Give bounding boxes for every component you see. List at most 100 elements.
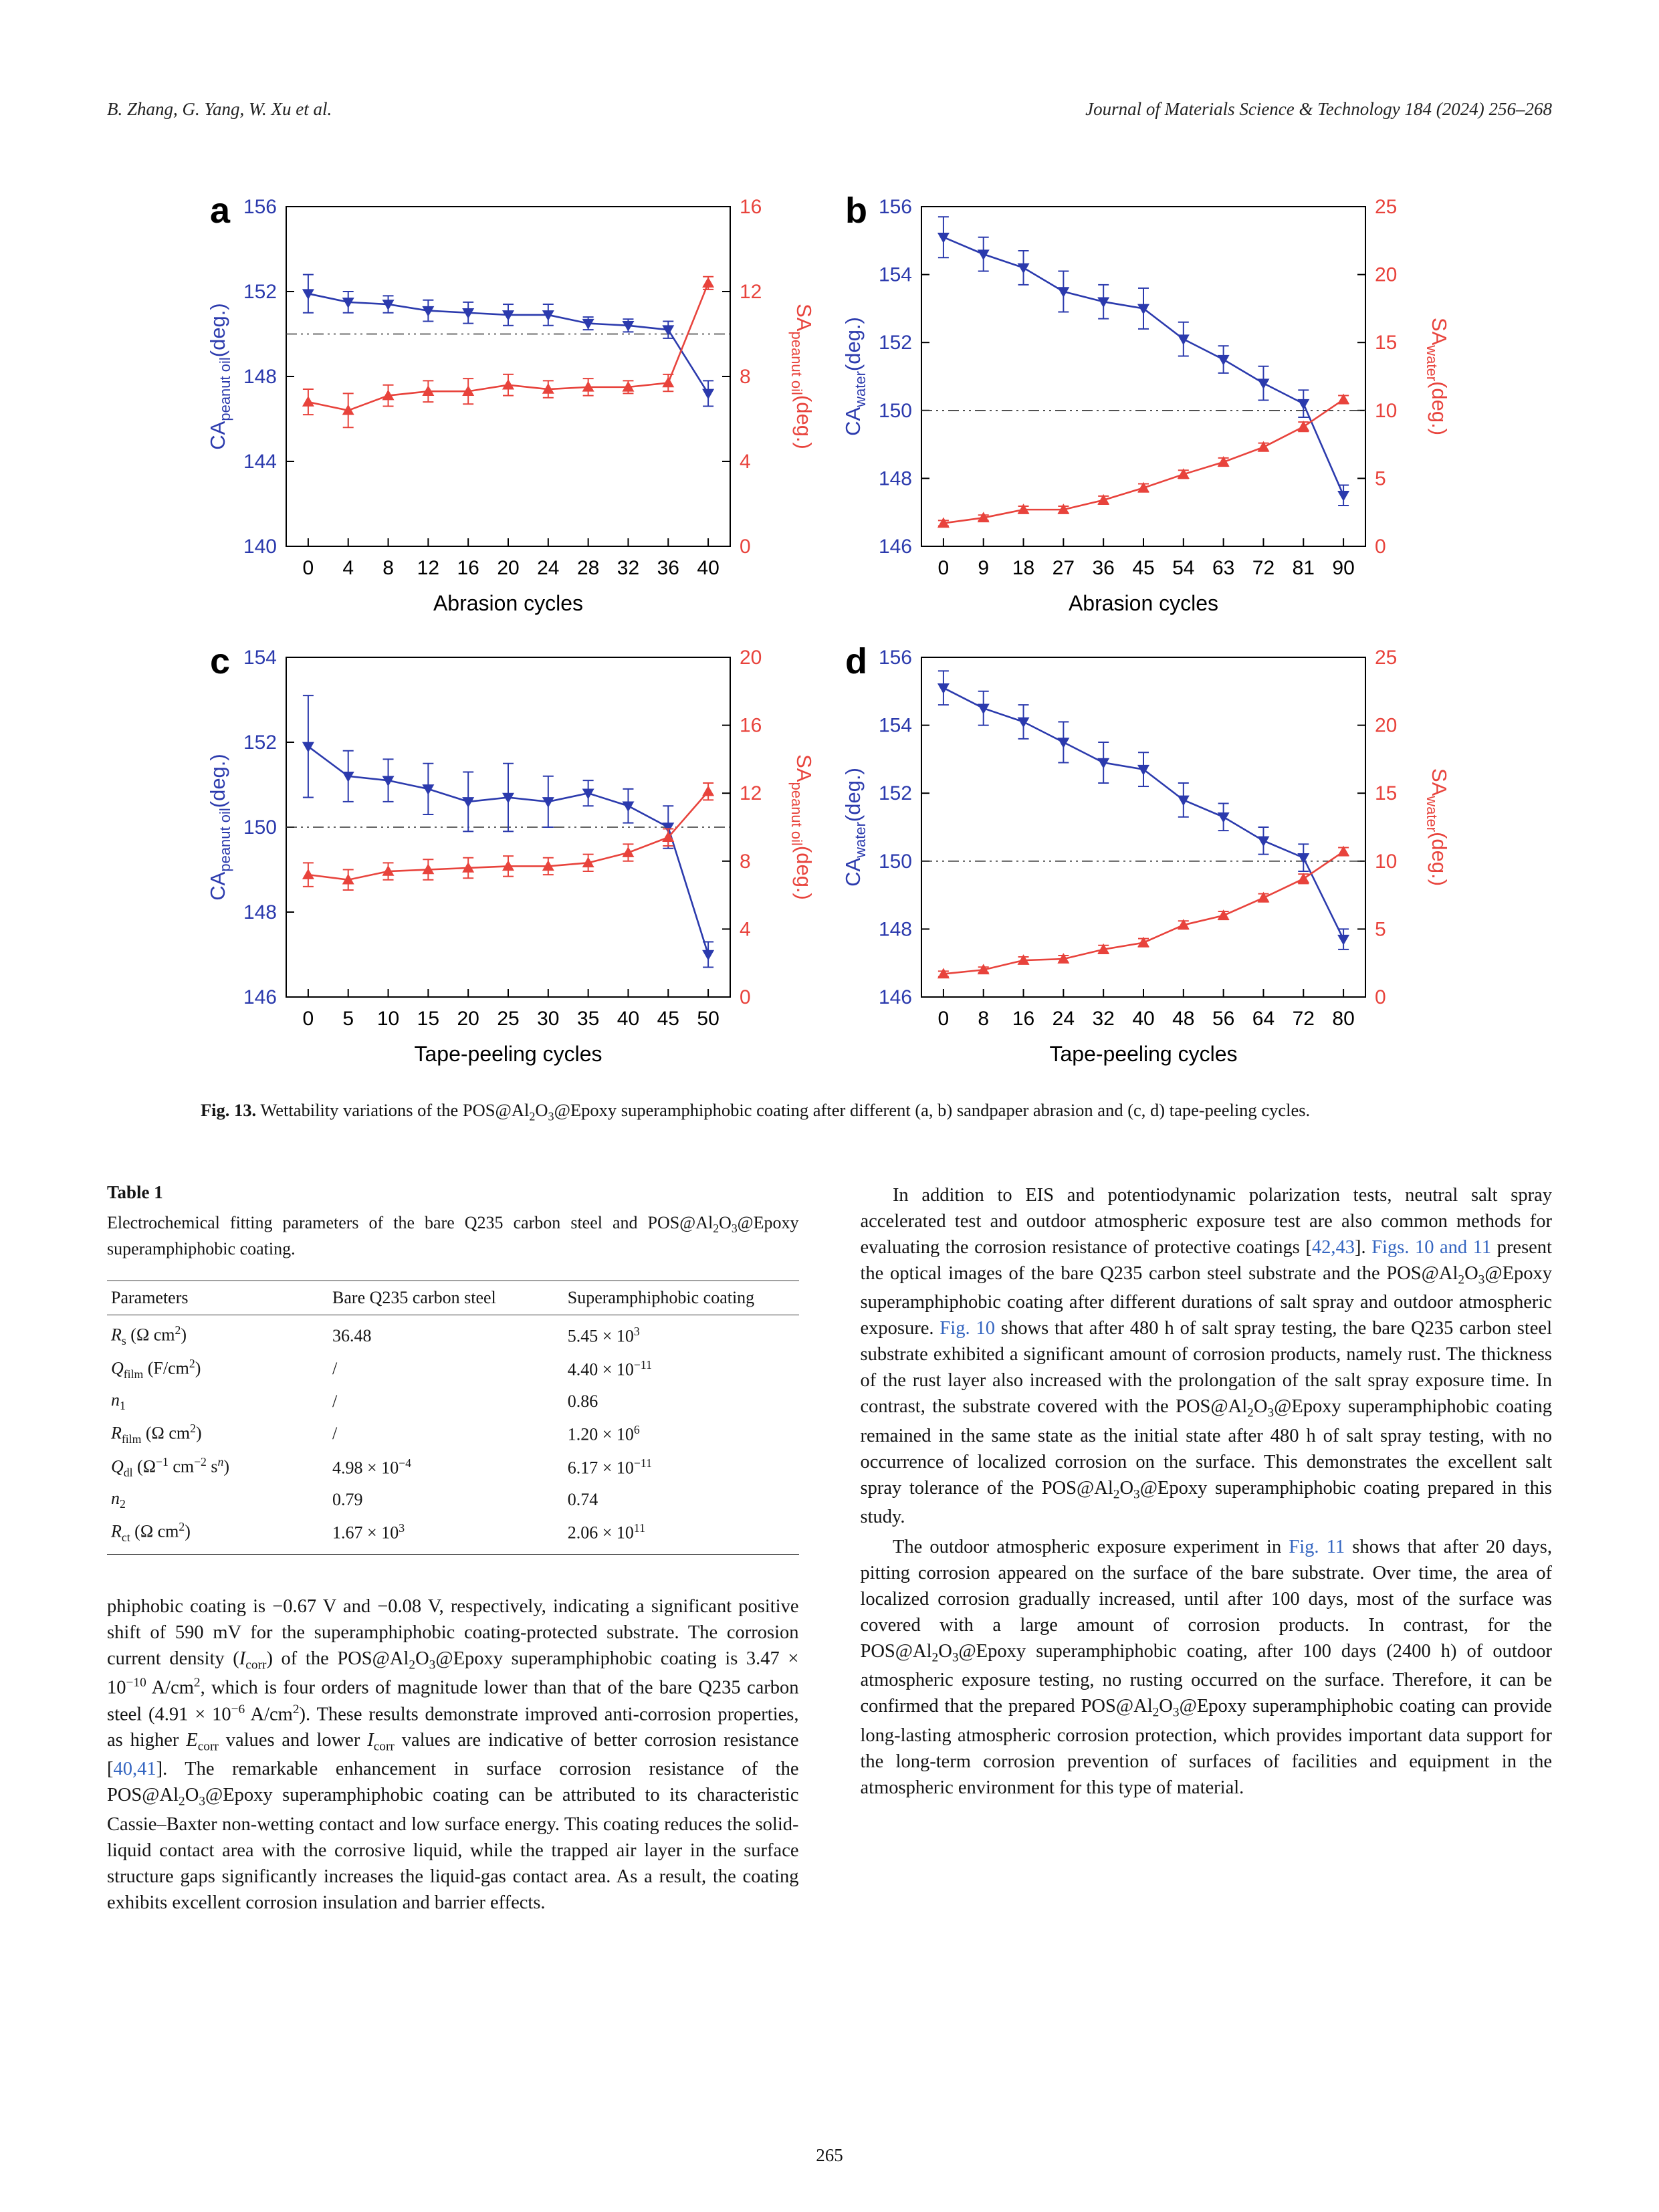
body-paragraph-left-1: phiphobic coating is −0.67 V and −0.08 V… (107, 1595, 799, 1913)
svg-text:54: 54 (1172, 557, 1194, 579)
svg-text:148: 148 (879, 467, 912, 489)
svg-text:27: 27 (1053, 557, 1075, 579)
svg-text:0: 0 (303, 1008, 314, 1030)
svg-text:a: a (210, 191, 231, 231)
body-paragraph-right-1: In addition to EIS and potentiodynamic p… (860, 1185, 1553, 1527)
svg-text:48: 48 (1172, 1008, 1194, 1030)
svg-text:15: 15 (417, 1008, 439, 1030)
svg-text:63: 63 (1212, 557, 1234, 579)
figure-caption: Fig. 13. Wettability variations of the P… (201, 1099, 1458, 1125)
table-cell: 6.17 × 10−11 (567, 1456, 652, 1478)
svg-text:0: 0 (740, 986, 751, 1008)
citation-link[interactable]: Figs. 10 and 11 (1371, 1237, 1492, 1258)
table-cell: n2 (111, 1488, 126, 1511)
svg-text:146: 146 (879, 986, 912, 1008)
svg-text:16: 16 (740, 196, 762, 218)
svg-text:8: 8 (740, 366, 751, 388)
svg-text:35: 35 (577, 1008, 599, 1030)
svg-text:144: 144 (243, 451, 277, 473)
table-cell: 5.45 × 103 (567, 1325, 640, 1346)
table-cell: n1 (111, 1390, 126, 1413)
figure-charts-grid: 140 144 148 152 156 0 4 8 12 16 0 4 8 12 16 20 24 28 32 36 4… (201, 184, 1458, 1076)
table-body: Rs (Ω cm2) 36.48 5.45 × 103 Qfilm (F/cm2) / 4… (107, 1315, 799, 1555)
table-row: Rfilm (Ω cm2) / 1.20 × 106 (107, 1418, 799, 1451)
table-row: Rs (Ω cm2) 36.48 5.45 × 103 (107, 1315, 799, 1353)
svg-text:20: 20 (1375, 264, 1397, 286)
column-header-parameters: Parameters (107, 1281, 329, 1316)
svg-text:SApeanut oil(deg.): SApeanut oil(deg.) (788, 304, 816, 449)
svg-text:24: 24 (1053, 1008, 1075, 1030)
svg-text:150: 150 (879, 851, 912, 873)
chart-panel-b: 146 148 150 152 154 156 0 5 10 15 20 25 0 9 18 27 36 45 54… (841, 191, 1451, 615)
table-cell: / (332, 1424, 338, 1444)
svg-text:c: c (210, 641, 230, 681)
svg-text:40: 40 (1132, 1008, 1154, 1030)
svg-text:5: 5 (342, 1008, 354, 1030)
svg-text:30: 30 (537, 1008, 559, 1030)
svg-text:8: 8 (740, 851, 751, 873)
svg-text:148: 148 (879, 918, 912, 940)
svg-text:0: 0 (938, 1008, 950, 1030)
svg-text:154: 154 (879, 715, 912, 737)
svg-text:152: 152 (243, 281, 277, 303)
svg-text:156: 156 (879, 196, 912, 218)
svg-text:Tape-peeling cycles: Tape-peeling cycles (1049, 1042, 1237, 1066)
svg-text:8: 8 (382, 557, 394, 579)
table-title: Table 1 (107, 1182, 163, 1202)
svg-text:SApeanut oil(deg.): SApeanut oil(deg.) (788, 754, 816, 900)
svg-text:12: 12 (740, 281, 762, 303)
chart-panel-a: 140 144 148 152 156 0 4 8 12 16 0 4 8 12 16 20 24 28 32 36 4… (206, 191, 816, 615)
svg-text:156: 156 (243, 196, 277, 218)
table-cell: 4.98 × 10−4 (332, 1456, 412, 1478)
table-cell: / (332, 1359, 338, 1379)
svg-text:40: 40 (617, 1008, 639, 1030)
svg-text:140: 140 (243, 536, 277, 558)
svg-text:36: 36 (657, 557, 679, 579)
table-cell: 1.20 × 106 (567, 1423, 640, 1444)
column-header-coating: Superamphiphobic coating (563, 1281, 799, 1316)
table-cell: / (332, 1391, 338, 1411)
svg-text:150: 150 (243, 816, 277, 839)
svg-text:d: d (845, 641, 867, 681)
figure-caption-label: Fig. 13. (201, 1100, 257, 1120)
table-cell: Qfilm (F/cm2) (111, 1357, 201, 1381)
svg-text:56: 56 (1212, 1008, 1234, 1030)
table-cell: 0.86 (567, 1391, 598, 1411)
svg-text:b: b (845, 191, 867, 231)
svg-text:20: 20 (457, 1008, 479, 1030)
column-header-bare-steel: Bare Q235 carbon steel (328, 1281, 564, 1316)
svg-text:25: 25 (497, 1008, 519, 1030)
svg-text:148: 148 (243, 366, 277, 388)
citation-link[interactable]: Fig. 10 (939, 1318, 995, 1339)
svg-text:64: 64 (1252, 1008, 1275, 1030)
svg-text:24: 24 (537, 557, 559, 579)
table-cell: 0.74 (567, 1489, 598, 1509)
svg-text:25: 25 (1375, 647, 1397, 669)
svg-text:12: 12 (740, 782, 762, 804)
citation-link[interactable]: 42,43 (1311, 1237, 1355, 1258)
svg-text:Abrasion cycles: Abrasion cycles (1069, 591, 1218, 615)
svg-text:Abrasion cycles: Abrasion cycles (433, 591, 583, 615)
svg-text:152: 152 (879, 782, 912, 804)
svg-text:12: 12 (417, 557, 439, 579)
chart-panel-c: 146 148 150 152 154 0 4 8 12 16 20 0 5 10 15 20 25 30 35 40… (206, 641, 816, 1066)
svg-text:146: 146 (879, 536, 912, 558)
svg-text:16: 16 (1012, 1008, 1034, 1030)
page-header: B. Zhang, G. Yang, W. Xu et al. Journal … (107, 99, 1552, 120)
svg-text:45: 45 (657, 1008, 679, 1030)
table-row: Qdl (Ω−1 cm−2 sn) 4.98 × 10−4 6.17 × 10−11 (107, 1450, 799, 1484)
svg-text:45: 45 (1132, 557, 1154, 579)
citation-link[interactable]: 40,41 (113, 1759, 156, 1780)
svg-text:10: 10 (377, 1008, 399, 1030)
citation-link[interactable]: Fig. 11 (1289, 1536, 1345, 1557)
electrochemical-parameters-table: Parameters Bare Q235 carbon steel Supera… (107, 1281, 799, 1555)
page-number: 265 (816, 2145, 843, 2165)
svg-text:0: 0 (740, 536, 751, 558)
table-cell: 36.48 (332, 1325, 372, 1345)
svg-text:4: 4 (740, 918, 751, 940)
table-cell: 2.06 × 1011 (567, 1521, 645, 1543)
table-row: Rct (Ω cm2) 1.67 × 103 2.06 × 1011 (107, 1515, 799, 1554)
running-journal-title: Journal of Materials Science & Technolog… (1085, 99, 1552, 119)
svg-text:20: 20 (497, 557, 519, 579)
svg-text:40: 40 (697, 557, 719, 579)
